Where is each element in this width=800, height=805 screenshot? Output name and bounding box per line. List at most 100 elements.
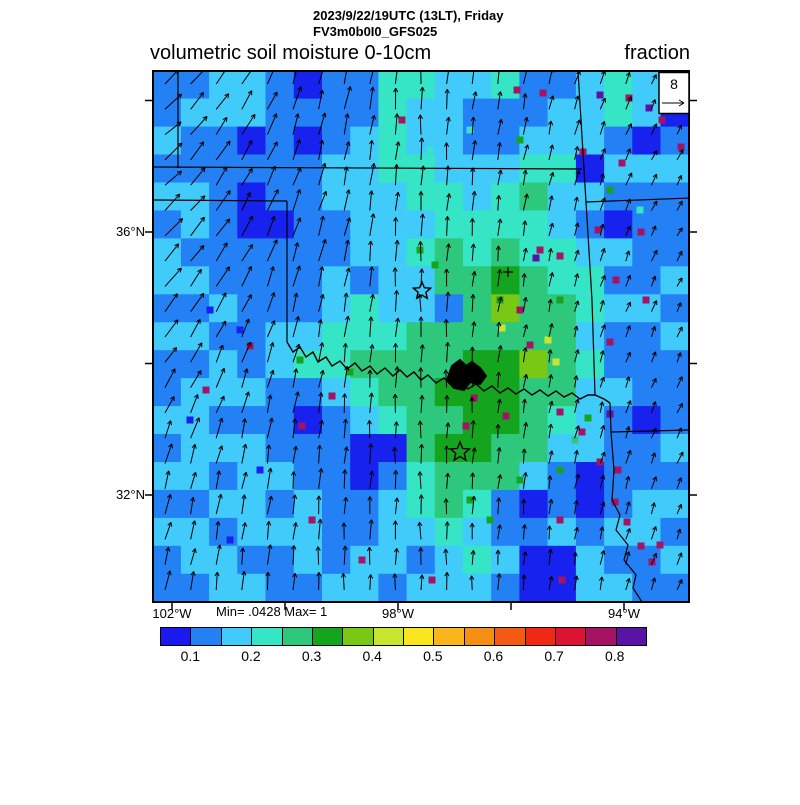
moisture-speck (527, 342, 534, 349)
moisture-speck (417, 247, 424, 254)
wind-arrow-head (682, 553, 683, 558)
wind-arrow-head (630, 529, 631, 533)
moisture-speck (514, 87, 521, 94)
moisture-cell (209, 266, 238, 295)
reference-vector-value: 8 (670, 76, 678, 92)
moisture-cell (181, 574, 210, 603)
moisture-speck (187, 417, 194, 424)
moisture-cell (435, 434, 464, 463)
moisture-speck (638, 229, 645, 236)
moisture-cell (350, 294, 379, 323)
moisture-cell (463, 322, 492, 351)
moisture-speck (557, 517, 564, 524)
wind-arrow (420, 241, 421, 261)
lat-label-36n: 36°N (99, 224, 145, 239)
moisture-cell (604, 546, 633, 575)
wind-arrow-head (656, 477, 657, 482)
moisture-speck (537, 247, 544, 254)
lon-label-94w: 94°W (596, 606, 652, 621)
moisture-cell (350, 434, 379, 463)
moisture-cell (548, 462, 577, 491)
colorbar-tick-label: 0.8 (598, 648, 632, 664)
moisture-cell (294, 210, 323, 239)
moisture-cell (209, 210, 238, 239)
moisture-cell (519, 238, 548, 267)
moisture-cell (491, 378, 520, 407)
moisture-cell (661, 183, 690, 212)
moisture-cell (322, 378, 351, 407)
moisture-speck (553, 359, 560, 366)
moisture-speck (613, 277, 620, 284)
moisture-speck (637, 207, 644, 214)
wind-arrow-head (681, 353, 682, 358)
colorbar-segment (616, 628, 646, 645)
wind-arrow-head (500, 66, 502, 70)
reference-vector-box: 8 (659, 73, 689, 114)
moisture-cell (378, 210, 407, 239)
moisture-cell (209, 406, 238, 435)
wind-arrow-head (655, 326, 656, 331)
moisture-speck (638, 543, 645, 550)
wind-arrow (446, 319, 447, 337)
moisture-cell (322, 546, 351, 575)
moisture-cell (435, 294, 464, 323)
moisture-cell (237, 350, 266, 379)
moisture-cell (350, 127, 379, 156)
wind-arrow-head (375, 65, 376, 69)
moisture-cell (153, 490, 182, 519)
moisture-cell (435, 238, 464, 267)
colorbar-segment (464, 628, 494, 645)
moisture-cell (435, 266, 464, 295)
moisture-cell (632, 210, 661, 239)
moisture-cell (463, 210, 492, 239)
wind-arrow (549, 526, 550, 540)
moisture-cell (322, 210, 351, 239)
moisture-cell (266, 378, 295, 407)
moisture-cell (266, 99, 295, 128)
moisture-cell (632, 490, 661, 519)
lon-label-98w: 98°W (370, 606, 426, 621)
wind-arrow-head (630, 199, 631, 204)
moisture-cell (181, 183, 210, 212)
moisture-speck (540, 90, 547, 97)
moisture-cell (491, 518, 520, 547)
wind-arrow (395, 574, 396, 590)
moisture-speck (557, 253, 564, 260)
wind-arrow-head (275, 216, 276, 221)
moisture-cell (181, 210, 210, 239)
moisture-cell (604, 462, 633, 491)
moisture-cell (548, 127, 577, 156)
moisture-speck (297, 357, 304, 364)
moisture-cell (153, 350, 182, 379)
moisture-cell (576, 434, 605, 463)
moisture-cell (153, 322, 182, 351)
moisture-cell (237, 462, 266, 491)
moisture-cell (350, 490, 379, 519)
moisture-speck (227, 537, 234, 544)
moisture-cell (266, 238, 295, 267)
moisture-cell (632, 266, 661, 295)
colorbar-segment (373, 628, 403, 645)
moisture-cell (237, 434, 266, 463)
moisture-cell (266, 574, 295, 603)
moisture-cell (548, 546, 577, 575)
moisture-cell (378, 266, 407, 295)
moisture-cell (181, 490, 210, 519)
moisture-speck (487, 517, 494, 524)
moisture-cell (378, 518, 407, 547)
moisture-speck (607, 339, 614, 346)
wind-arrow-head (372, 65, 375, 68)
moisture-speck (557, 467, 564, 474)
moisture-cell (350, 238, 379, 267)
moisture-cell (378, 294, 407, 323)
moisture-cell (632, 350, 661, 379)
moisture-cell (294, 155, 323, 184)
moisture-cell (519, 350, 548, 379)
moisture-cell (463, 238, 492, 267)
colorbar-segment (282, 628, 312, 645)
moisture-cell (350, 99, 379, 128)
moisture-cell (181, 434, 210, 463)
moisture-speck (359, 557, 366, 564)
moisture-speck (257, 467, 264, 474)
